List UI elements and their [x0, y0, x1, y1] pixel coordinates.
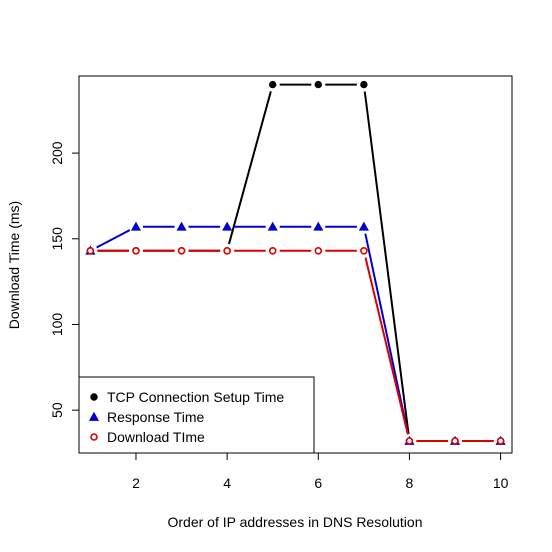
series-layer [85, 80, 506, 445]
data-point [223, 246, 231, 255]
series-line-segment [228, 91, 272, 245]
data-point [451, 437, 459, 445]
legend-label: Response Time [107, 409, 204, 425]
data-point [496, 437, 505, 445]
data-point [267, 221, 278, 231]
data-point [314, 80, 322, 89]
data-point [314, 246, 323, 255]
data-point [313, 221, 324, 231]
x-axis-title: Order of IP addresses in DNS Resolution [168, 514, 423, 530]
x-axis: 2 4 6 8 10 [132, 453, 509, 491]
x-tick-label: 4 [223, 475, 231, 491]
legend: TCP Connection Setup Time Response Time Do… [78, 376, 315, 454]
legend-label: TCP Connection Setup Time [107, 389, 284, 405]
data-point [360, 246, 368, 255]
data-point [176, 221, 187, 231]
series-line-segment [364, 233, 409, 435]
legend-marker [88, 411, 100, 421]
legend-marker [90, 393, 98, 401]
legend-label: Download TIme [107, 429, 205, 445]
x-tick-label: 2 [132, 475, 140, 491]
data-point [360, 80, 368, 89]
y-axis: 50 100 150 200 [49, 141, 79, 418]
series-line-segment [364, 257, 409, 435]
y-tick-label: 100 [49, 313, 65, 337]
y-tick-label: 200 [49, 141, 65, 165]
data-point [268, 246, 277, 255]
y-axis-title: Download Time (ms) [6, 201, 22, 329]
data-point [86, 246, 95, 255]
series-line-segment [363, 91, 410, 435]
data-point [177, 246, 186, 255]
series-3 [86, 246, 505, 445]
data-point [130, 221, 142, 231]
data-point [222, 221, 233, 231]
x-tick-label: 10 [493, 475, 509, 491]
legend-box [78, 376, 315, 454]
x-tick-label: 6 [314, 475, 322, 491]
data-point [269, 80, 277, 89]
y-tick-label: 150 [49, 227, 65, 251]
y-tick-label: 50 [49, 402, 65, 418]
data-point [132, 246, 140, 255]
series-line-segment [96, 229, 131, 249]
data-point [358, 221, 369, 231]
legend-marker [90, 433, 98, 441]
data-point [405, 437, 414, 445]
x-tick-label: 8 [406, 475, 414, 491]
